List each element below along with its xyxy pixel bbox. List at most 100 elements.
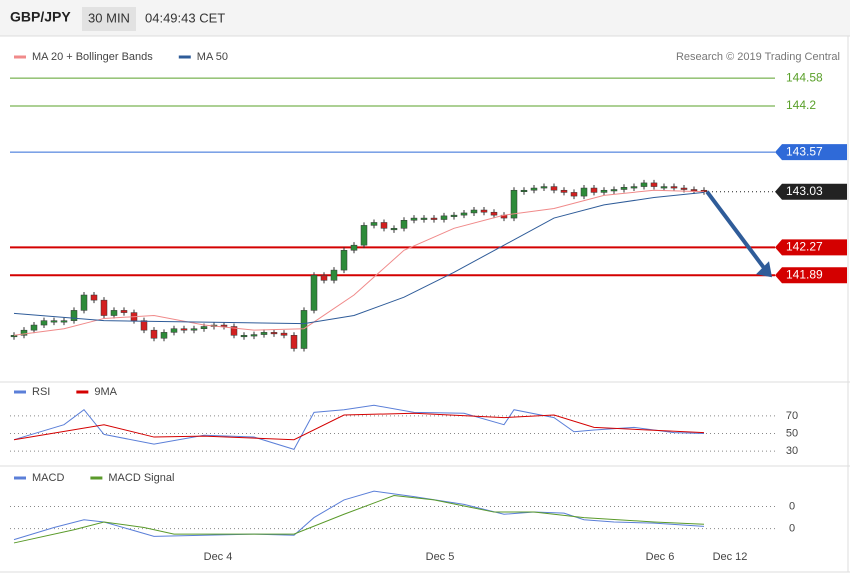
legend-label: MACD Signal [108, 472, 174, 484]
candle [40, 320, 48, 326]
candle [600, 189, 608, 193]
candle [350, 244, 358, 251]
candle [490, 211, 498, 216]
header-bar [0, 0, 850, 36]
candle [610, 189, 618, 192]
candle [260, 332, 268, 335]
candle [590, 187, 598, 193]
interval: 30 MIN [88, 10, 130, 25]
candle [450, 214, 458, 217]
series-line [13, 191, 705, 325]
candle [390, 228, 398, 231]
series-line [13, 490, 705, 541]
candle [520, 189, 528, 192]
x-tick-label: Dec 4 [204, 551, 233, 563]
candle [430, 217, 438, 220]
candle [290, 335, 298, 349]
candle [400, 220, 408, 229]
candle [150, 329, 158, 339]
series-line [13, 404, 705, 451]
candle [340, 250, 348, 271]
candle [690, 189, 698, 192]
level-box [775, 144, 847, 161]
series-line [13, 495, 705, 544]
candle [420, 217, 428, 220]
legend-label: MACD [32, 472, 64, 484]
candle [100, 299, 108, 316]
candle [160, 332, 168, 339]
candle [570, 192, 578, 197]
candle [20, 329, 28, 336]
candle [330, 269, 338, 281]
candle [530, 187, 538, 191]
legend-label: 9MA [94, 386, 117, 398]
candle [620, 187, 628, 190]
candle [680, 187, 688, 190]
candle [300, 310, 308, 349]
candle [630, 186, 638, 189]
candle [370, 222, 378, 226]
candle [470, 209, 478, 214]
level-label: 144.58 [786, 70, 823, 84]
candle [140, 320, 148, 331]
candle [360, 225, 368, 246]
candle [410, 217, 418, 221]
candle [90, 294, 98, 301]
level-label: 143.03 [786, 184, 823, 198]
candle [540, 186, 548, 189]
y-tick-label: 50 [786, 427, 798, 439]
candle [200, 326, 208, 329]
candle [170, 328, 178, 333]
candle [280, 332, 288, 336]
level-label: 142.27 [786, 240, 823, 254]
candle [240, 335, 248, 338]
legend-label: MA 20 + Bollinger Bands [32, 51, 153, 63]
candle [70, 310, 78, 321]
candle [230, 326, 238, 336]
candle [670, 186, 678, 189]
candle [320, 274, 328, 281]
candle [580, 187, 588, 197]
y-tick-label: 0 [789, 523, 795, 535]
candle [310, 274, 318, 311]
y-tick-label: 30 [786, 445, 798, 457]
interval-box [82, 7, 136, 31]
x-tick-label: Dec 5 [426, 551, 455, 563]
candle [510, 189, 518, 219]
candle [220, 324, 228, 327]
candle [270, 332, 278, 335]
time: 04:49:43 CET [145, 10, 225, 25]
level-label: 144.2 [786, 98, 816, 112]
candle [480, 209, 488, 213]
candle [560, 189, 568, 193]
y-tick-label: 70 [786, 410, 798, 422]
candle [80, 294, 88, 311]
symbol: GBP/JPY [10, 9, 71, 25]
legend-label: MA 50 [197, 51, 228, 63]
x-tick-label: Dec 6 [646, 551, 675, 563]
credit: Research © 2019 Trading Central [676, 51, 840, 63]
level-box [775, 267, 847, 284]
y-tick-label: 0 [789, 500, 795, 512]
level-label: 141.89 [786, 267, 823, 281]
candle [190, 328, 198, 331]
forecast-arrowhead [756, 261, 772, 278]
candle [700, 189, 708, 192]
series-line [13, 412, 705, 441]
forecast-arrow [705, 190, 770, 275]
level-box [775, 183, 847, 200]
candle [460, 212, 468, 216]
candle [120, 310, 128, 313]
level-label: 143.57 [786, 144, 823, 158]
candle [640, 182, 648, 187]
legend-label: RSI [32, 386, 50, 398]
candle [180, 328, 188, 331]
series-line [13, 189, 705, 336]
candle [60, 320, 68, 323]
candle [50, 320, 58, 323]
candle [660, 186, 668, 189]
level-box [775, 239, 847, 256]
candle [380, 222, 388, 229]
